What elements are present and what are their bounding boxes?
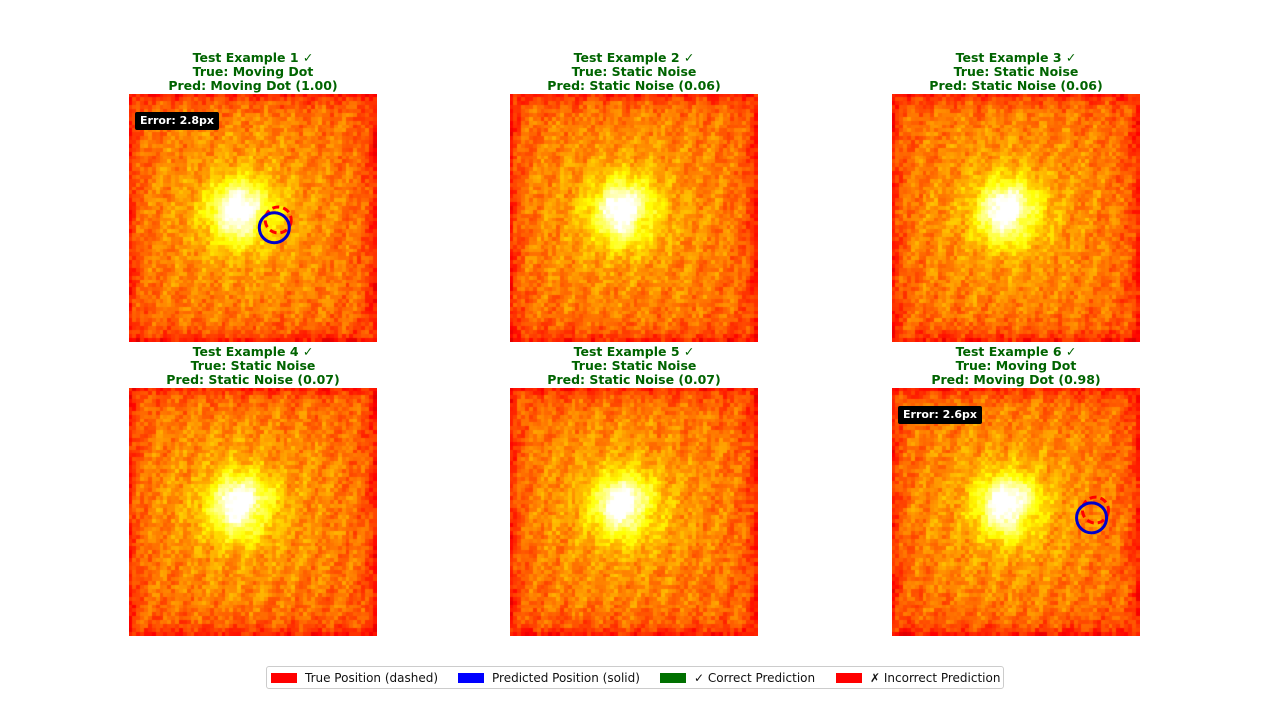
heatmap-pixels (892, 388, 1140, 636)
heatmap-svg (510, 94, 758, 342)
heatmap-pixels (129, 94, 377, 342)
true-label: True: Static Noise (571, 64, 697, 80)
predicted-position-marker (257, 211, 291, 245)
legend-item-true-position: True Position (dashed) (271, 667, 438, 688)
error-badge: Error: 2.8px (135, 112, 220, 130)
true-position-marker (1080, 495, 1110, 525)
heatmap-image (892, 94, 1140, 342)
heatmap-svg (129, 388, 377, 636)
heatmap-image (510, 94, 758, 342)
subplot-title: Test Example 4 ✓ True: Static Noise Pred… (89, 344, 417, 388)
heatmap-pixels (510, 388, 758, 636)
legend-label: True Position (dashed) (305, 670, 439, 685)
error-badge: Error: 2.6px (898, 406, 983, 424)
legend-swatch (271, 672, 297, 683)
heatmap-pixels (129, 388, 377, 636)
pred-label: Pred: Static Noise (0.06) (547, 78, 721, 94)
legend-swatch (660, 672, 686, 683)
example-title: Test Example 1 ✓ (192, 50, 314, 65)
heatmap-pixels (510, 94, 758, 342)
heatmap-svg (892, 94, 1140, 342)
legend-item-correct: ✓ Correct Prediction (660, 667, 815, 688)
true-label: True: Static Noise (190, 358, 316, 374)
subplot-title: Test Example 6 ✓ True: Moving Dot Pred: … (852, 344, 1180, 388)
legend-swatch (458, 672, 484, 683)
heatmap-svg (510, 388, 758, 636)
heatmap-pixels (892, 94, 1140, 342)
legend-label: ✗ Incorrect Prediction (870, 670, 1001, 685)
pred-label: Pred: Moving Dot (1.00) (168, 78, 338, 94)
subplot-title: Test Example 1 ✓ True: Moving Dot Pred: … (89, 50, 417, 94)
legend-label: Predicted Position (solid) (492, 670, 640, 685)
pred-label: Pred: Static Noise (0.07) (547, 372, 721, 388)
predicted-position-marker (1075, 501, 1109, 535)
heatmap-image (510, 388, 758, 636)
example-title: Test Example 6 ✓ (955, 344, 1077, 359)
legend: True Position (dashed) Predicted Positio… (266, 666, 1004, 689)
heatmap-image: Error: 2.8px (129, 94, 377, 342)
true-label: True: Moving Dot (192, 64, 314, 80)
true-position-marker (263, 205, 293, 235)
heatmap-image (129, 388, 377, 636)
subplot-title: Test Example 2 ✓ True: Static Noise Pred… (470, 50, 798, 94)
pred-label: Pred: Static Noise (0.06) (929, 78, 1103, 94)
legend-swatch (836, 672, 862, 683)
true-label: True: Static Noise (571, 358, 697, 374)
legend-item-predicted-position: Predicted Position (solid) (458, 667, 640, 688)
pred-label: Pred: Static Noise (0.07) (166, 372, 340, 388)
heatmap-svg (129, 94, 377, 342)
pred-label: Pred: Moving Dot (0.98) (931, 372, 1101, 388)
true-label: True: Static Noise (953, 64, 1079, 80)
heatmap-image: Error: 2.6px (892, 388, 1140, 636)
legend-item-incorrect: ✗ Incorrect Prediction (836, 667, 1000, 688)
legend-label: ✓ Correct Prediction (694, 670, 816, 685)
true-label: True: Moving Dot (955, 358, 1077, 374)
heatmap-svg (892, 388, 1140, 636)
subplot-title: Test Example 3 ✓ True: Static Noise Pred… (852, 50, 1180, 94)
example-title: Test Example 4 ✓ (192, 344, 314, 359)
example-title: Test Example 5 ✓ (573, 344, 695, 359)
example-title: Test Example 3 ✓ (955, 50, 1077, 65)
subplot-title: Test Example 5 ✓ True: Static Noise Pred… (470, 344, 798, 388)
example-title: Test Example 2 ✓ (573, 50, 695, 65)
